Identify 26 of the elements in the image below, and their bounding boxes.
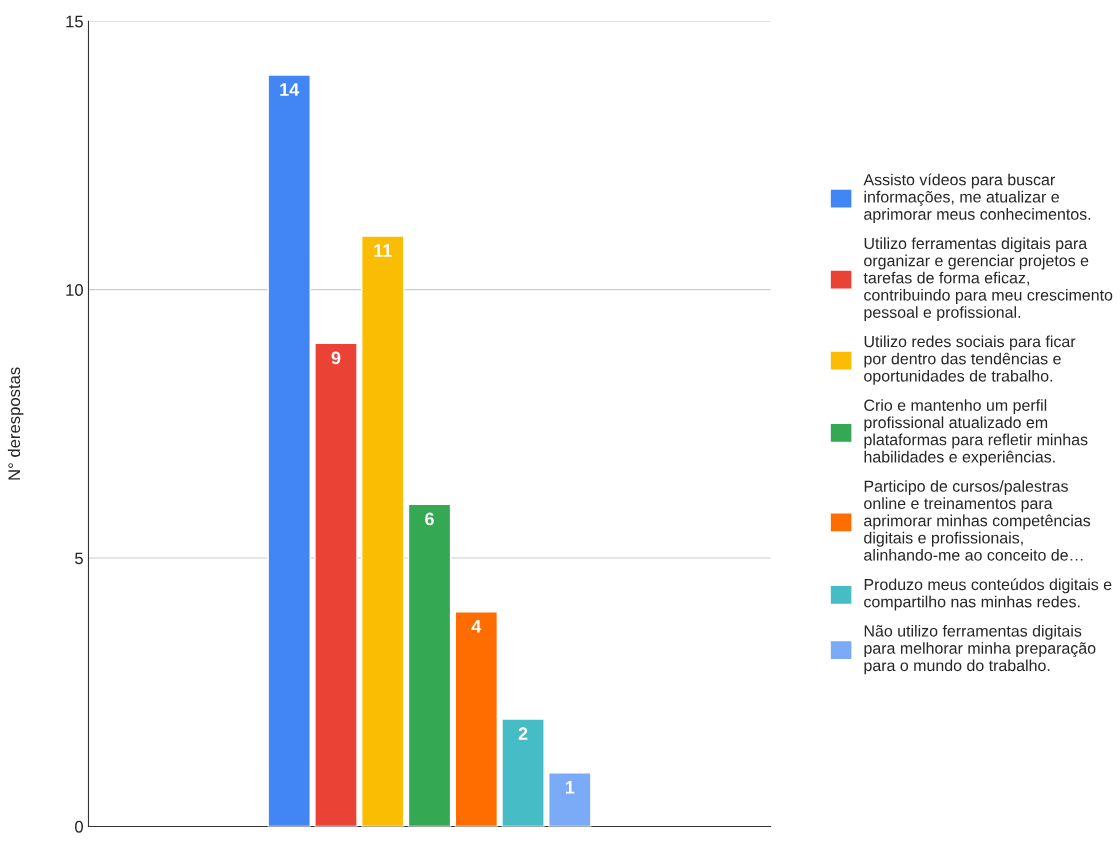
- bar: [361, 235, 405, 827]
- legend-label: Crio e mantenho um perfil profissional atualizado em plataformas para refletir minhas habilidades e experiências.: [864, 399, 1088, 466]
- bar: [407, 503, 452, 827]
- bar: [454, 611, 499, 827]
- legend-label: Utilizo ferramentas digitais para organizar e gerenciar projetos e tarefas de forma eficaz, contribuindo para meu crescimento pessoal e profissional.: [863, 237, 1113, 322]
- legend-label: Não utilizo ferramentas digitais para melhorar minha preparação para o mundo do trabalho.: [864, 624, 1096, 675]
- data-label: 1: [565, 781, 575, 794]
- bar: [548, 772, 592, 827]
- data-label: 2: [518, 727, 528, 740]
- legend-label: Participo de cursos/palestras online e treinamentos para aprimorar minhas competências digitais e profissionais, alinhando-me ao conceito de…: [864, 480, 1091, 561]
- y-axis-title: N° derespostas: [7, 367, 24, 480]
- y-tick-label: 5: [75, 552, 83, 565]
- bar: [501, 718, 545, 827]
- data-label: 6: [425, 512, 434, 526]
- y-tick-label: 10: [66, 284, 83, 296]
- data-label: 11: [374, 244, 392, 257]
- data-label: 4: [471, 620, 482, 633]
- y-tick-label: 15: [66, 15, 83, 28]
- data-label: 14: [280, 83, 300, 96]
- data-label: 9: [331, 351, 341, 365]
- legend-label: Utilizo redes sociais para ficar por dentro das tendências e oportunidades de trabalho.: [864, 335, 1076, 385]
- y-tick-label: 0: [75, 820, 83, 833]
- legend-label: Produzo meus conteúdos digitais e compartilho nas minhas redes.: [864, 578, 1112, 611]
- bar: [267, 74, 311, 827]
- bar: [314, 342, 358, 827]
- legend-label: Assisto vídeos para buscar informações, me atualizar e aprimorar meus conhecimentos.: [863, 173, 1091, 223]
